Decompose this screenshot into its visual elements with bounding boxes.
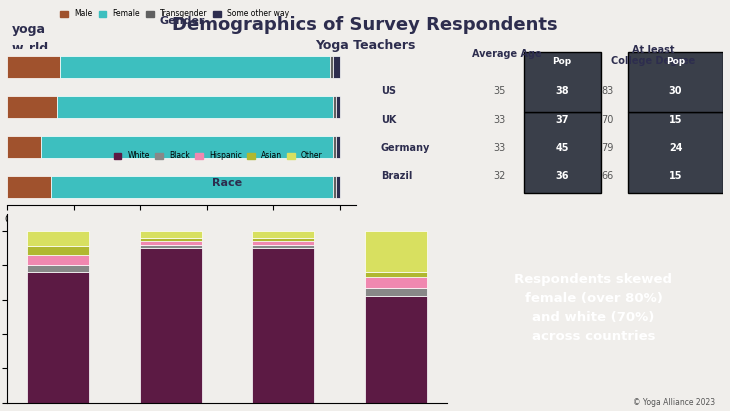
Bar bbox=[140, 238, 201, 241]
Text: 79: 79 bbox=[602, 143, 614, 153]
FancyBboxPatch shape bbox=[629, 53, 723, 112]
Text: At least
College Degree: At least College Degree bbox=[611, 45, 695, 66]
Text: Brazil: Brazil bbox=[381, 171, 412, 181]
Bar bbox=[140, 248, 201, 403]
Legend: White, Black, Hispanic, Asian, Other: White, Black, Hispanic, Asian, Other bbox=[114, 151, 323, 160]
Text: yoga: yoga bbox=[12, 23, 46, 36]
Bar bbox=[253, 231, 314, 238]
Bar bbox=[253, 241, 314, 245]
Text: rld: rld bbox=[29, 42, 48, 55]
Bar bbox=[7, 56, 61, 79]
Bar bbox=[140, 245, 201, 248]
Bar bbox=[337, 136, 339, 158]
Text: 70: 70 bbox=[602, 115, 614, 125]
Text: Respondents skewed
female (over 80%)
and white (70%)
across countries: Respondents skewed female (over 80%) and… bbox=[515, 273, 672, 343]
Title: Gender: Gender bbox=[159, 16, 204, 26]
Text: 66: 66 bbox=[602, 171, 614, 181]
Bar bbox=[27, 231, 89, 246]
Title: Race: Race bbox=[212, 178, 242, 188]
Bar bbox=[7, 136, 41, 158]
Bar bbox=[50, 176, 333, 199]
FancyBboxPatch shape bbox=[524, 53, 601, 112]
Text: 32: 32 bbox=[493, 171, 506, 181]
Bar bbox=[253, 238, 314, 241]
Bar bbox=[337, 176, 339, 199]
Text: 45: 45 bbox=[556, 143, 569, 153]
Bar bbox=[365, 296, 427, 403]
Bar bbox=[140, 231, 201, 238]
Bar bbox=[365, 231, 427, 272]
Text: Demographics of Survey Respondents: Demographics of Survey Respondents bbox=[172, 16, 558, 35]
Text: 33: 33 bbox=[493, 115, 505, 125]
Text: 38: 38 bbox=[556, 86, 569, 97]
Bar bbox=[333, 97, 337, 118]
Text: 37: 37 bbox=[556, 115, 569, 125]
Text: Yoga Teachers: Yoga Teachers bbox=[315, 39, 415, 52]
Text: UK: UK bbox=[381, 115, 396, 125]
Bar bbox=[57, 97, 333, 118]
Text: 30: 30 bbox=[669, 86, 683, 97]
Text: 36: 36 bbox=[556, 171, 569, 181]
Bar bbox=[27, 246, 89, 255]
Bar bbox=[61, 56, 330, 79]
Bar bbox=[41, 136, 333, 158]
Bar bbox=[253, 248, 314, 403]
Text: 83: 83 bbox=[602, 86, 614, 97]
Bar bbox=[27, 272, 89, 403]
Bar bbox=[333, 136, 337, 158]
FancyBboxPatch shape bbox=[524, 112, 601, 193]
Bar bbox=[7, 97, 57, 118]
Text: Average Age: Average Age bbox=[472, 49, 541, 59]
Bar bbox=[365, 288, 427, 296]
Bar bbox=[337, 97, 339, 118]
Text: 35: 35 bbox=[493, 86, 506, 97]
Bar bbox=[333, 56, 339, 79]
Text: w: w bbox=[12, 42, 23, 55]
Text: RESEARCH STUDY: RESEARCH STUDY bbox=[12, 60, 61, 65]
Bar bbox=[27, 255, 89, 265]
Bar bbox=[333, 176, 337, 199]
Bar bbox=[27, 265, 89, 272]
Bar bbox=[7, 176, 50, 199]
Bar bbox=[365, 272, 427, 277]
Text: 15: 15 bbox=[669, 171, 683, 181]
Bar bbox=[140, 241, 201, 245]
Bar bbox=[330, 56, 333, 79]
Text: Pop: Pop bbox=[553, 57, 572, 66]
Text: 33: 33 bbox=[493, 143, 505, 153]
Legend: Male, Female, Transgender, Some other way: Male, Female, Transgender, Some other wa… bbox=[61, 9, 289, 18]
Bar bbox=[365, 277, 427, 288]
Text: 15: 15 bbox=[669, 115, 683, 125]
Text: © Yoga Alliance 2023: © Yoga Alliance 2023 bbox=[633, 398, 715, 407]
Text: US: US bbox=[381, 86, 396, 97]
FancyBboxPatch shape bbox=[629, 112, 723, 193]
Text: 24: 24 bbox=[669, 143, 683, 153]
Bar bbox=[253, 245, 314, 248]
Text: Pop: Pop bbox=[666, 57, 685, 66]
Text: Germany: Germany bbox=[381, 143, 430, 153]
